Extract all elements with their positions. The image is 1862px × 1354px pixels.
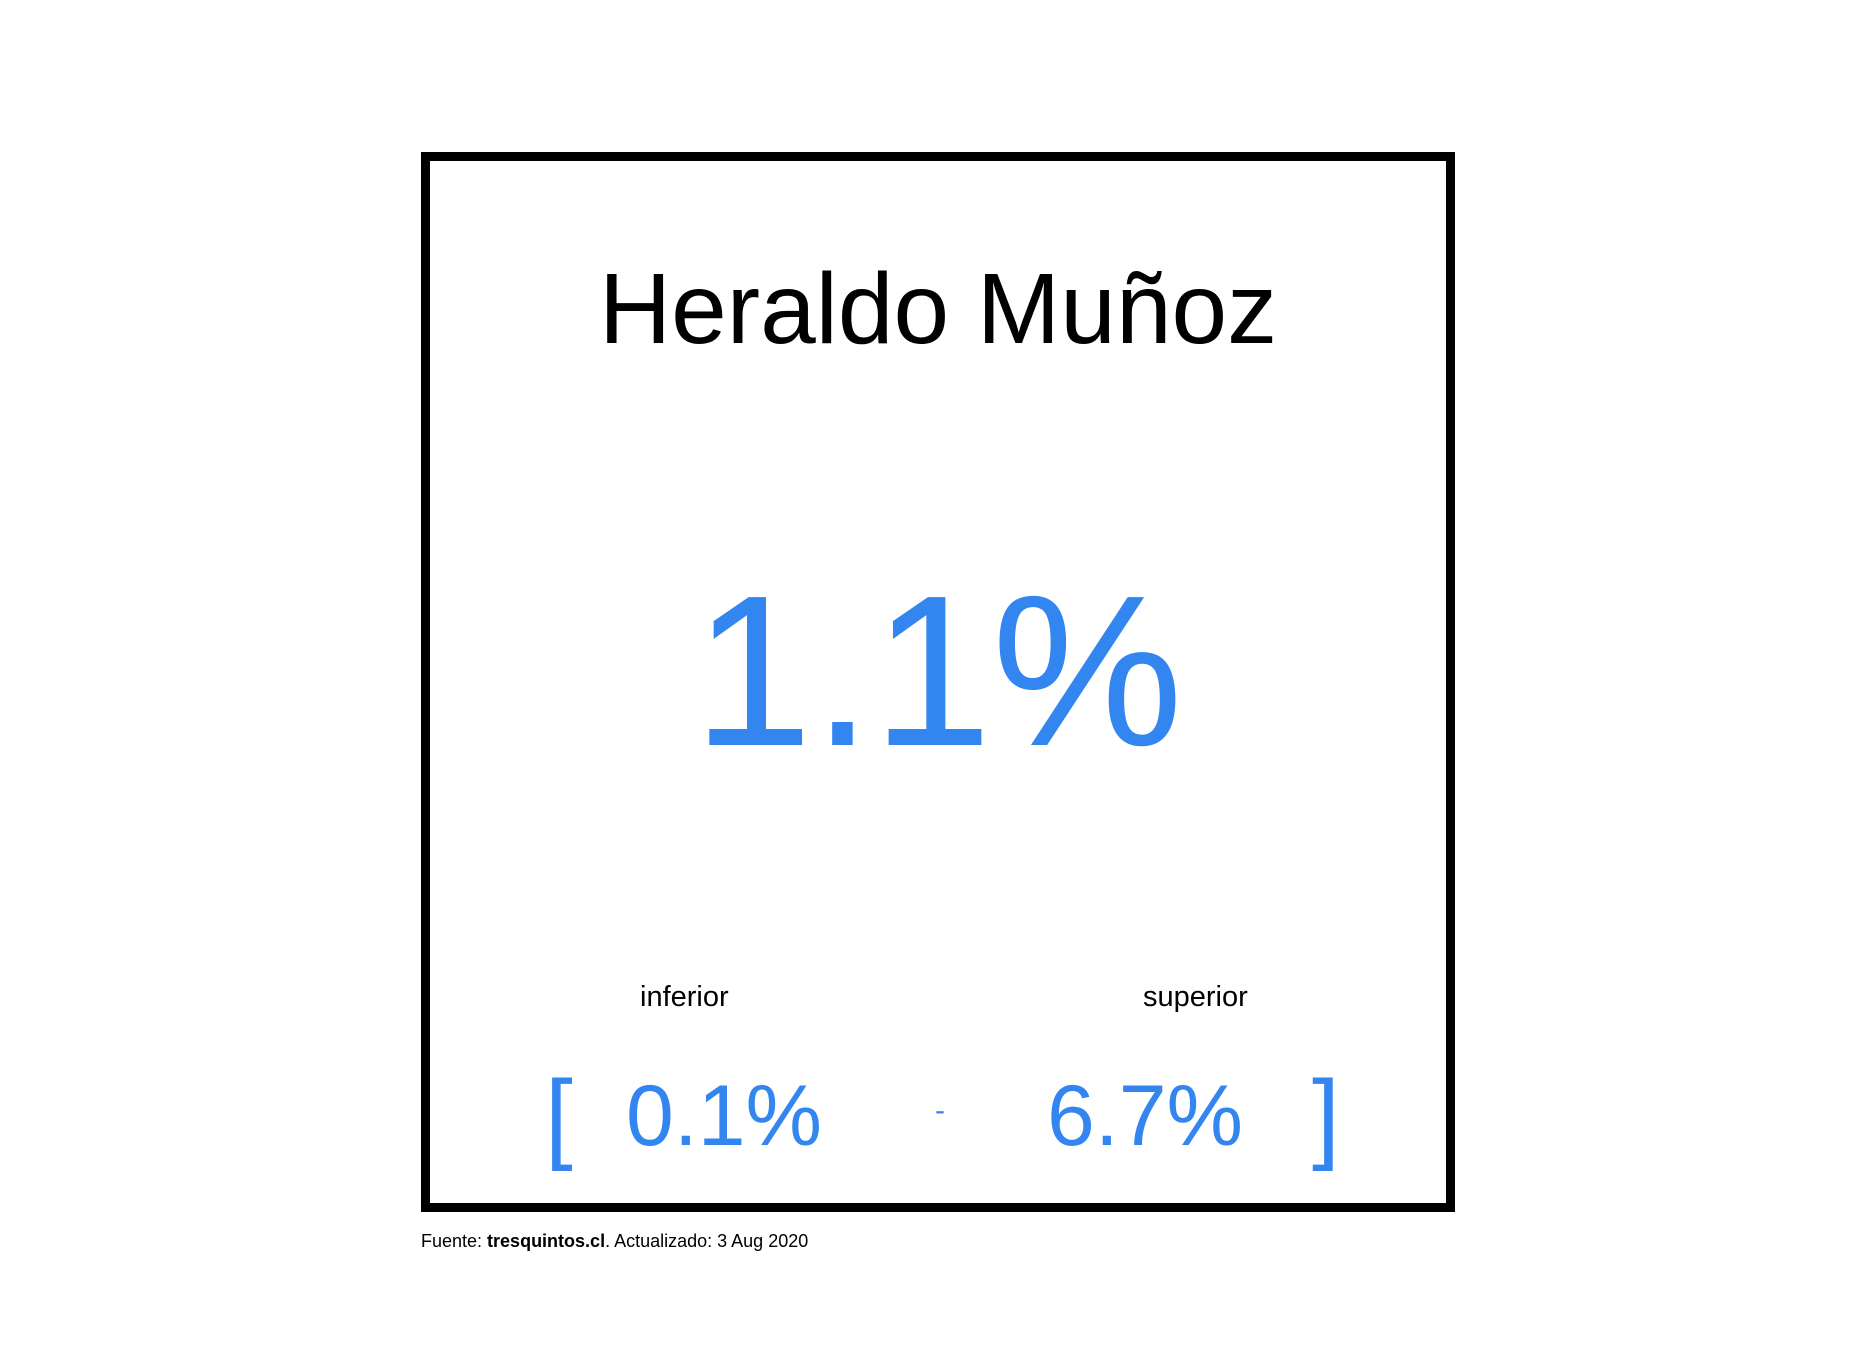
interval-open-bracket: [ <box>545 1060 573 1172</box>
estimate-card: Heraldo Muñoz 1.1% inferior superior [ 0… <box>421 152 1455 1212</box>
upper-bound-value: 6.7% <box>1047 1068 1244 1164</box>
candidate-name: Heraldo Muñoz <box>598 253 1278 365</box>
interval-close-bracket: ] <box>1312 1060 1340 1172</box>
interval-separator: - <box>935 1094 945 1127</box>
source-footnote: Fuente: tresquintos.cl. Actualizado: 3 A… <box>421 1229 808 1253</box>
lower-bound-value: 0.1% <box>626 1068 823 1164</box>
upper-bound-label: superior <box>1143 981 1248 1013</box>
source-name: tresquintos.cl <box>487 1231 606 1251</box>
updated-text: . Actualizado: 3 Aug 2020 <box>605 1231 809 1251</box>
source-prefix: Fuente: <box>421 1231 488 1251</box>
vote-estimate-value: 1.1% <box>692 550 1184 791</box>
lower-bound-label: inferior <box>640 981 729 1013</box>
